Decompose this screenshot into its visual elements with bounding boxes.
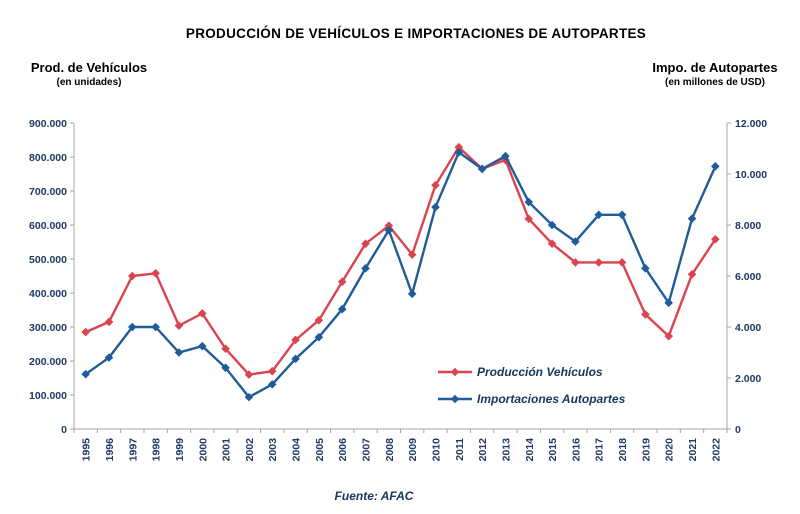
svg-text:2005: 2005 (314, 438, 326, 462)
svg-text:2007: 2007 (361, 438, 373, 462)
svg-text:2012: 2012 (477, 438, 489, 462)
legend-label-importaciones: Importaciones Autopartes (477, 392, 626, 406)
legend-item-produccion-vehiculos: Producción Vehículos (437, 362, 625, 382)
svg-text:2009: 2009 (407, 438, 419, 462)
svg-text:100.000: 100.000 (29, 390, 67, 402)
svg-text:2003: 2003 (267, 438, 279, 462)
svg-text:1996: 1996 (104, 438, 116, 462)
svg-text:2015: 2015 (547, 438, 559, 462)
svg-text:2002: 2002 (244, 438, 256, 462)
svg-text:2013: 2013 (500, 438, 512, 462)
svg-text:2006: 2006 (337, 438, 349, 462)
svg-text:2.000: 2.000 (735, 373, 761, 385)
svg-text:0: 0 (61, 424, 67, 436)
svg-text:2014: 2014 (524, 438, 536, 462)
legend-item-importaciones-autopartes: Importaciones Autopartes (437, 389, 625, 409)
svg-text:2004: 2004 (291, 438, 303, 462)
svg-text:2000: 2000 (197, 438, 209, 462)
source-note: Fuente: AFAC (334, 489, 414, 503)
svg-text:4.000: 4.000 (735, 322, 761, 334)
legend-label-produccion: Producción Vehículos (477, 365, 603, 379)
svg-text:2010: 2010 (430, 438, 442, 462)
svg-text:1997: 1997 (127, 438, 139, 462)
svg-text:700.000: 700.000 (29, 186, 67, 198)
svg-text:10.000: 10.000 (735, 169, 767, 181)
svg-text:2022: 2022 (710, 438, 722, 462)
svg-text:0: 0 (735, 424, 741, 436)
right-axis-title: Impo. de Autopartes (652, 60, 778, 75)
svg-text:2008: 2008 (384, 438, 396, 462)
svg-text:2017: 2017 (594, 438, 606, 462)
left-axis-title: Prod. de Vehículos (30, 60, 148, 75)
svg-text:900.000: 900.000 (29, 118, 67, 130)
left-axis-header: Prod. de Vehículos (en unidades) (14, 60, 164, 89)
svg-text:2019: 2019 (640, 438, 652, 462)
svg-text:400.000: 400.000 (29, 288, 67, 300)
svg-text:1999: 1999 (174, 438, 186, 462)
legend: Producción Vehículos Importaciones Autop… (437, 362, 625, 416)
right-axis-subtitle: (en millones de USD) (664, 76, 765, 88)
svg-text:200.000: 200.000 (29, 356, 67, 368)
svg-text:2018: 2018 (617, 438, 629, 462)
legend-marker-importaciones-icon (438, 394, 472, 404)
svg-text:2020: 2020 (664, 438, 676, 462)
chart-title: PRODUCCIÓN DE VEHÍCULOS E IMPORTACIONES … (185, 26, 647, 41)
svg-text:2016: 2016 (570, 438, 582, 462)
svg-text:1998: 1998 (151, 438, 163, 462)
svg-text:600.000: 600.000 (29, 220, 67, 232)
svg-text:1995: 1995 (81, 438, 93, 462)
svg-text:500.000: 500.000 (29, 254, 67, 266)
svg-text:800.000: 800.000 (29, 152, 67, 164)
right-axis-header: Impo. de Autopartes (en millones de USD) (640, 60, 790, 89)
svg-text:12.000: 12.000 (735, 118, 767, 130)
svg-text:2021: 2021 (687, 438, 699, 462)
left-axis-subtitle: (en unidades) (56, 76, 122, 88)
svg-text:2001: 2001 (221, 438, 233, 462)
svg-text:8.000: 8.000 (735, 220, 761, 232)
legend-marker-produccion-icon (438, 367, 472, 377)
svg-text:300.000: 300.000 (29, 322, 67, 334)
svg-text:2011: 2011 (454, 438, 466, 461)
svg-text:6.000: 6.000 (735, 271, 761, 283)
